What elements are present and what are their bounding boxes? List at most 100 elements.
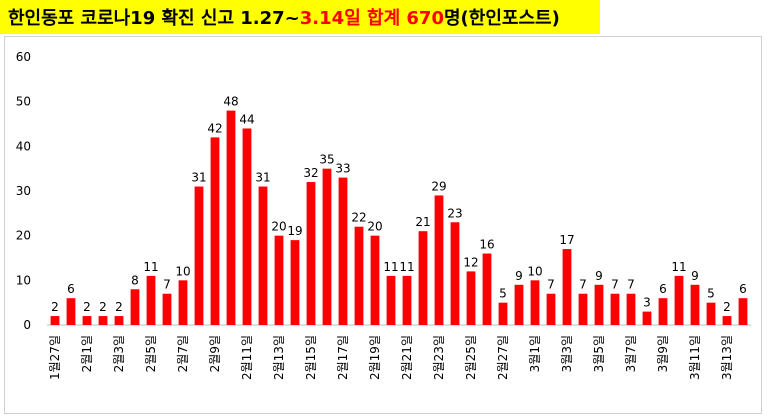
bar [386,275,396,325]
bar-value-label: 12 [463,255,478,269]
x-category-label: 2월5일 [144,335,158,372]
bar [50,316,60,325]
y-tick-label: 40 [16,139,31,153]
title-text-part3: 명(한인포스트) [443,8,560,29]
bar [642,311,652,325]
bar-value-label: 29 [431,179,446,193]
bar [690,284,700,325]
bar-value-label: 10 [175,264,190,278]
bar [178,280,188,325]
x-category-label: 3월11일 [688,335,702,380]
x-category-label: 3월9일 [656,335,670,372]
bar-value-label: 11 [383,260,398,274]
bar-value-label: 7 [547,278,555,292]
bar-value-label: 9 [515,269,523,283]
x-category-label: 2월23일 [432,335,446,380]
bar [658,298,668,325]
bar-value-label: 35 [319,153,334,167]
bar [338,177,348,325]
bar-value-label: 6 [659,282,667,296]
bar [738,298,748,325]
bar [274,235,284,325]
bar-value-label: 44 [239,112,254,126]
x-category-label: 2월1일 [80,335,94,372]
x-category-label: 2월7일 [176,335,190,372]
bar-value-label: 31 [191,171,206,185]
bar [258,186,268,325]
bar [722,316,732,325]
y-tick-label: 0 [23,318,31,332]
y-tick-label: 10 [16,273,31,287]
bar-value-label: 10 [527,264,542,278]
x-category-label: 3월1일 [528,335,542,372]
bar [370,235,380,325]
bar-value-label: 16 [479,238,494,252]
bar-value-label: 7 [579,278,587,292]
x-category-label: 3월13일 [720,335,734,380]
bar [562,249,572,325]
x-category-label: 2월11일 [240,335,254,380]
x-axis-category-labels: 1월27일 2월1일 2월3일 2월5일 2월7일 2월9일 2월11일 2월13일 2월15일… [48,335,734,380]
bar [546,293,556,325]
bar-value-label: 6 [739,282,747,296]
title-text-part1: 한인동포 코로나19 확진 신고 1.27~ [8,8,300,29]
bar [82,316,92,325]
bar [210,137,220,325]
bar-value-label: 21 [415,215,430,229]
bar-value-label: 7 [163,278,171,292]
bar [226,110,236,325]
bar-value-label: 11 [671,260,686,274]
bar [530,280,540,325]
bars [50,110,748,325]
y-tick-label: 20 [16,229,31,243]
y-tick-label: 60 [16,50,31,64]
bar [306,182,316,325]
bar [578,293,588,325]
x-category-label: 3월3일 [560,335,574,372]
bar-value-label: 9 [691,269,699,283]
y-axis: 0 10 20 30 40 50 60 [16,50,751,332]
bar-value-label: 11 [399,260,414,274]
y-tick-label: 50 [16,95,31,109]
x-category-label: 2월9일 [208,335,222,372]
bar-value-label: 8 [131,273,139,287]
x-category-label: 2월27일 [496,335,510,380]
x-category-label: 2월15일 [304,335,318,380]
x-category-label: 2월17일 [336,335,350,380]
bar [434,195,444,325]
bar-value-label: 2 [51,300,59,314]
bar-value-label: 7 [611,278,619,292]
bar [466,271,476,325]
bar [418,231,428,325]
bar [674,275,684,325]
bar [706,302,716,325]
bar-value-label: 32 [303,166,318,180]
bar-value-label: 17 [559,233,574,247]
x-category-label: 2월3일 [112,335,126,372]
x-category-label: 3월7일 [624,335,638,372]
bar [450,222,460,325]
title-banner: 한인동포 코로나19 확진 신고 1.27~ 3.14일 합계 670 명(한인… [0,0,600,34]
bar [130,289,140,325]
bar-value-label: 22 [351,211,366,225]
bar [114,316,124,325]
bar-value-label: 9 [595,269,603,283]
bar [514,284,524,325]
bar-value-label: 31 [255,171,270,185]
bar-value-label: 11 [143,260,158,274]
bar [498,302,508,325]
bar [322,168,332,325]
x-category-label: 3월5일 [592,335,606,372]
bar [594,284,604,325]
bar [610,293,620,325]
bar-value-label: 2 [99,300,107,314]
bar-value-label: 42 [207,121,222,135]
bar [146,275,156,325]
bar-value-label: 19 [287,224,302,238]
bar [290,240,300,325]
bar-value-label: 2 [115,300,123,314]
bar [626,293,636,325]
bar [354,226,364,325]
